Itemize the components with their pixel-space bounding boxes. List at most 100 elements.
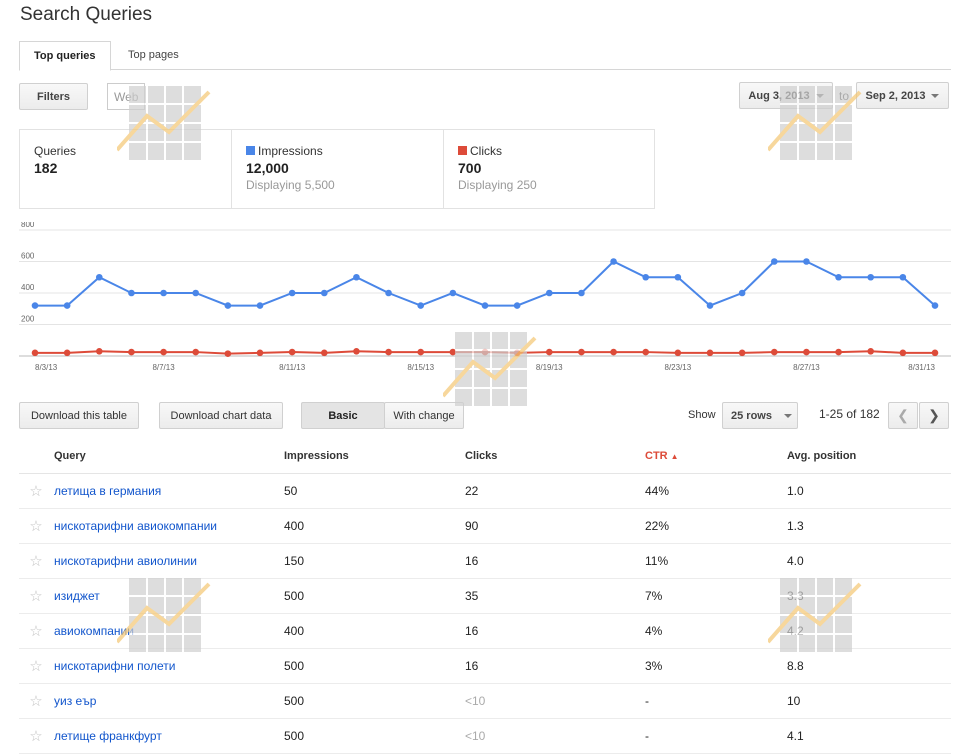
rows-per-page-select[interactable]: 25 rows (722, 402, 798, 429)
with-change-view-button[interactable]: With change (384, 402, 464, 429)
data-point-clicks (674, 349, 682, 357)
download-table-button[interactable]: Download this table (19, 402, 139, 429)
star-icon[interactable]: ☆ (19, 648, 53, 684)
avg-position-cell: 1.0 (786, 473, 951, 509)
query-link[interactable]: летища в германия (54, 484, 162, 498)
chevron-left-icon: ❮ (897, 407, 909, 423)
clicks-swatch-icon (458, 146, 467, 155)
column-clicks[interactable]: Clicks (464, 438, 644, 474)
table-row[interactable]: ☆ летища в германия 50 22 44% 1.0 (19, 473, 951, 509)
data-point-clicks (224, 350, 232, 357)
ctr-cell: 44% (644, 473, 786, 509)
star-icon[interactable]: ☆ (19, 473, 53, 509)
data-point-impressions (513, 302, 521, 309)
prev-page-button[interactable]: ❮ (888, 402, 918, 429)
x-tick-label: 8/11/13 (279, 363, 306, 372)
query-link[interactable]: изиджет (54, 589, 100, 603)
filters-button[interactable]: Filters (19, 83, 88, 110)
query-link[interactable]: уиз еър (54, 694, 97, 708)
data-point-impressions (128, 289, 135, 297)
star-icon[interactable]: ☆ (19, 508, 53, 544)
query-link[interactable]: нискотарифни авиокомпании (54, 519, 218, 533)
data-point-clicks (738, 349, 746, 357)
ctr-cell: 3% (644, 648, 786, 684)
data-point-clicks (931, 349, 939, 357)
basic-view-button[interactable]: Basic (301, 402, 385, 429)
chevron-right-icon: ❯ (928, 407, 940, 423)
star-icon[interactable]: ☆ (19, 613, 53, 649)
data-point-clicks (320, 349, 328, 357)
x-tick-label: 8/19/13 (536, 363, 563, 372)
table-row[interactable]: ☆ нискотарифни полети 500 16 3% 8.8 (19, 648, 951, 684)
summary-panel: Queries 182 Impressions 12,000 Displayin… (19, 129, 655, 209)
data-point-clicks (899, 349, 907, 357)
star-icon[interactable]: ☆ (19, 683, 53, 719)
y-tick-label: 400 (21, 283, 35, 292)
impressions-cell: 500 (283, 718, 464, 754)
tab-top-queries[interactable]: Top queries (19, 41, 111, 71)
data-point-clicks (578, 348, 585, 356)
impressions-label: Impressions (258, 144, 323, 158)
data-point-impressions (385, 289, 392, 297)
summary-queries: Queries 182 (20, 130, 231, 208)
impressions-cell: 400 (283, 508, 464, 544)
column-impressions[interactable]: Impressions (283, 438, 464, 474)
table-row[interactable]: ☆ нискотарифни авиокомпании 400 90 22% 1.3 (19, 508, 951, 544)
data-point-impressions (481, 302, 489, 309)
star-icon[interactable]: ☆ (19, 578, 53, 614)
data-point-clicks (706, 349, 714, 357)
clicks-label: Clicks (470, 144, 502, 158)
data-point-clicks (192, 348, 200, 356)
watermark-icon (768, 86, 862, 160)
x-tick-label: 8/31/13 (908, 363, 935, 372)
ctr-cell: - (644, 718, 786, 754)
queries-label: Queries (34, 144, 77, 158)
next-page-button[interactable]: ❯ (919, 402, 949, 429)
summary-impressions[interactable]: Impressions 12,000 Displaying 5,500 (231, 130, 442, 208)
data-point-clicks (288, 348, 296, 356)
column-avg-position[interactable]: Avg. position (786, 438, 951, 474)
data-point-clicks (642, 348, 650, 356)
data-point-impressions (449, 289, 457, 297)
data-point-impressions (545, 289, 553, 297)
impressions-cell: 500 (283, 683, 464, 719)
x-tick-label: 8/3/13 (35, 363, 58, 372)
x-tick-label: 8/27/13 (793, 363, 820, 372)
data-point-impressions (610, 258, 617, 265)
query-link[interactable]: летище франкфурт (54, 729, 162, 743)
impressions-cell: 400 (283, 613, 464, 649)
download-chart-button[interactable]: Download chart data (159, 402, 283, 429)
column-query[interactable]: Query (53, 438, 283, 474)
query-cell: летища в германия (53, 473, 283, 509)
data-point-impressions (288, 289, 296, 297)
query-cell: летище франкфурт (53, 718, 283, 754)
table-row[interactable]: ☆ уиз еър 500 <10-10 (19, 683, 951, 719)
summary-clicks[interactable]: Clicks 700 Displaying 250 (443, 130, 654, 208)
query-link[interactable]: нискотарифни авиолинии (54, 554, 197, 568)
query-cell: нискотарифни полети (53, 648, 283, 684)
column-ctr[interactable]: CTR ▲ (644, 438, 786, 474)
table-row[interactable]: ☆ нискотарифни авиолинии 150 16 11% 4.0 (19, 543, 951, 579)
query-cell: нискотарифни авиокомпании (53, 508, 283, 544)
watermark-icon (117, 86, 211, 160)
star-icon[interactable]: ☆ (19, 718, 53, 754)
clicks-cell: <10 (464, 718, 644, 754)
table-row[interactable]: ☆ летище франкфурт 500 <10-4.1 (19, 718, 951, 754)
data-point-impressions (224, 302, 232, 309)
ctr-cell: 4% (644, 613, 786, 649)
tab-top-pages[interactable]: Top pages (128, 49, 179, 61)
impressions-displaying: Displaying 5,500 (246, 178, 335, 192)
date-to-select[interactable]: Sep 2, 2013 (856, 82, 949, 109)
query-link[interactable]: авиокомпании (54, 624, 134, 638)
clicks-cell: 22 (464, 473, 644, 509)
tab-bar: Top queries Top pages (19, 41, 951, 71)
data-point-clicks (417, 348, 425, 356)
query-link[interactable]: нискотарифни полети (54, 659, 176, 673)
clicks-cell: 35 (464, 578, 644, 614)
clicks-cell: 16 (464, 543, 644, 579)
data-point-impressions (160, 289, 167, 297)
impressions-swatch-icon (246, 146, 255, 155)
data-point-clicks (95, 347, 103, 355)
star-icon[interactable]: ☆ (19, 543, 53, 579)
